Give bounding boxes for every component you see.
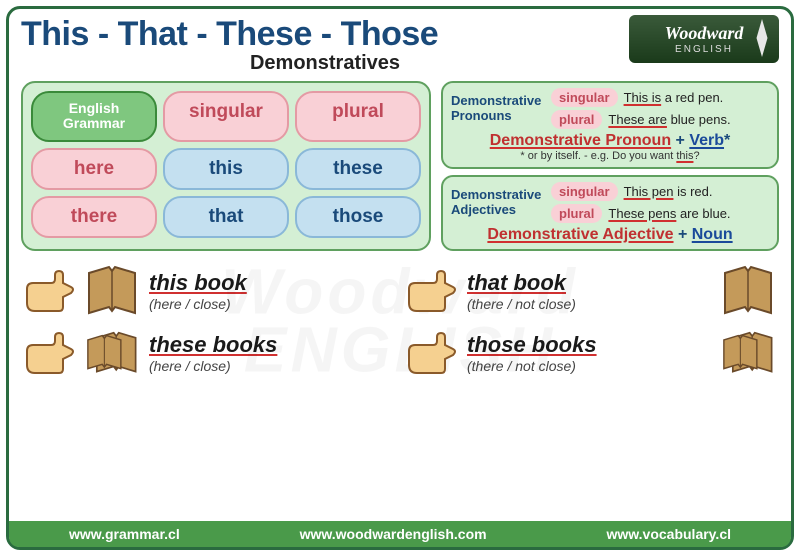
book-icon — [721, 263, 775, 319]
grid-header-row: English Grammar singular plural — [31, 91, 421, 142]
book-icon — [85, 263, 139, 319]
example-this-book: this book (here / close) — [25, 263, 393, 319]
pointing-hand-icon — [407, 269, 457, 313]
pronoun-ex-sing: This is a red pen. — [624, 90, 724, 105]
pointing-hand-icon — [407, 331, 457, 375]
cell-this: this — [163, 148, 289, 190]
books-icon — [85, 325, 139, 381]
example-those-books: those books (there / not close) — [407, 325, 775, 381]
subtitle: Demonstratives — [21, 52, 629, 75]
example-that-book: that book (there / not close) — [407, 263, 775, 319]
right-column: Demonstrative Pronouns singular This is … — [441, 81, 779, 251]
books-icon — [721, 325, 775, 381]
cell-that: that — [163, 196, 289, 238]
ex-sub: (here / close) — [149, 296, 247, 312]
adjective-formula: Demonstrative Adjective + Noun — [451, 226, 769, 244]
adjectives-label: Demonstrative Adjectives — [451, 188, 543, 217]
pronoun-formula: Demonstrative Pronoun + Verb* — [451, 132, 769, 150]
pointing-hand-icon — [25, 269, 75, 313]
adjectives-panel: Demonstrative Adjectives singular This p… — [441, 175, 779, 251]
pointing-hand-icon — [25, 331, 75, 375]
logo-main: Woodward — [665, 23, 744, 44]
adj-ex-sing: This pen is red. — [624, 184, 713, 199]
woodward-logo: Woodward ENGLISH — [629, 15, 779, 63]
header: This - That - These - Those Demonstrativ… — [9, 9, 791, 75]
adj-plur-tag: plural — [551, 204, 602, 223]
pronouns-panel: Demonstrative Pronouns singular This is … — [441, 81, 779, 169]
fern-icon — [757, 19, 768, 57]
ex-main: these books — [149, 332, 277, 358]
grid-row-there: there that those — [31, 196, 421, 238]
plur-tag: plural — [551, 110, 602, 129]
adj-sing-tag: singular — [551, 182, 618, 201]
example-these-books: these books (here / close) — [25, 325, 393, 381]
english-grammar-badge: English Grammar — [31, 91, 157, 142]
grid-row-here: here this these — [31, 148, 421, 190]
pronoun-ex-plur: These are blue pens. — [608, 112, 730, 127]
poster-frame: This - That - These - Those Demonstrativ… — [6, 6, 794, 550]
footer-bar: www.grammar.cl www.woodwardenglish.com w… — [9, 521, 791, 547]
footer-link-vocabulary: www.vocabulary.cl — [607, 526, 732, 542]
examples-grid: this book (here / close) that book (ther… — [9, 255, 791, 385]
footer-link-woodward: www.woodwardenglish.com — [300, 526, 487, 542]
main-title: This - That - These - Those — [21, 15, 629, 54]
pronouns-label: Demonstrative Pronouns — [451, 94, 543, 123]
footer-link-grammar: www.grammar.cl — [69, 526, 180, 542]
cell-these: these — [295, 148, 421, 190]
ex-sub: (here / close) — [149, 358, 277, 374]
logo-sub: ENGLISH — [675, 44, 733, 55]
row-there: there — [31, 196, 157, 238]
ex-sub: (there / not close) — [467, 358, 597, 374]
col-plural: plural — [295, 91, 421, 142]
col-singular: singular — [163, 91, 289, 142]
row-here: here — [31, 148, 157, 190]
ex-sub: (there / not close) — [467, 296, 576, 312]
ex-main: that book — [467, 270, 576, 296]
ex-main: those books — [467, 332, 597, 358]
pronoun-footnote: * or by itself. - e.g. Do you want this? — [451, 150, 769, 162]
grid-panel: English Grammar singular plural here thi… — [21, 81, 431, 251]
main-row: English Grammar singular plural here thi… — [9, 77, 791, 255]
ex-main: this book — [149, 270, 247, 296]
cell-those: those — [295, 196, 421, 238]
sing-tag: singular — [551, 88, 618, 107]
adj-ex-plur: These pens are blue. — [608, 206, 730, 221]
